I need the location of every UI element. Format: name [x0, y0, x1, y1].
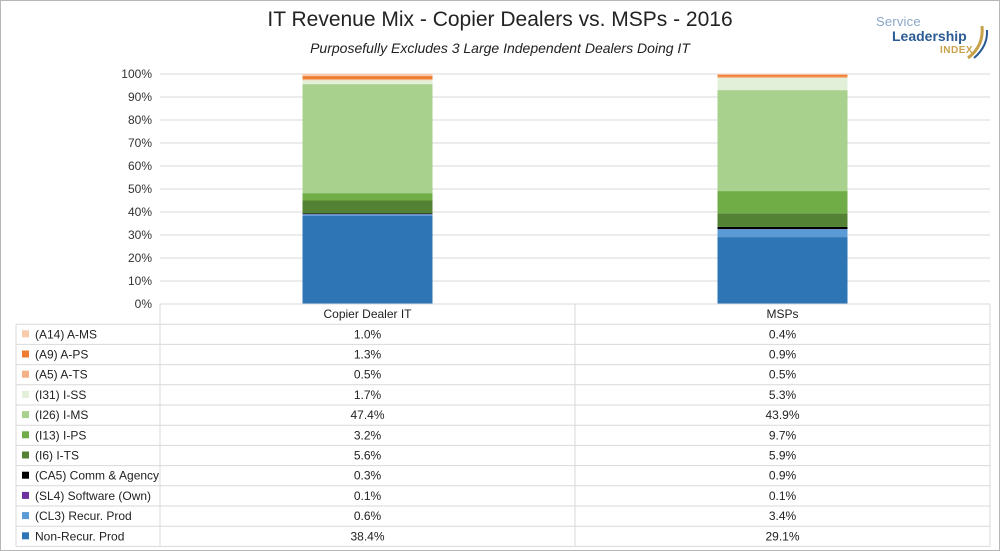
- legend-key: [22, 431, 29, 439]
- bar-segment: [717, 73, 848, 75]
- bar-segment: [302, 215, 433, 304]
- logo-line-1: Service: [876, 14, 921, 29]
- legend-key: [22, 330, 29, 338]
- bar-segment: [717, 90, 848, 192]
- data-label: 29.1%: [765, 529, 799, 543]
- bar-segment: [302, 214, 433, 216]
- bar-segment: [717, 213, 848, 227]
- series-name: Non-Recur. Prod: [35, 529, 124, 543]
- data-label: 3.4%: [769, 509, 797, 523]
- series-name: (SL4) Software (Own): [35, 489, 151, 503]
- legend-key: [22, 370, 29, 378]
- bar-segment: [302, 200, 433, 214]
- bar-segment: [302, 80, 433, 85]
- logo-line-3: INDEX: [940, 45, 974, 56]
- data-label: 0.6%: [354, 509, 382, 523]
- data-label: 0.3%: [354, 469, 382, 483]
- bar-segment: [302, 79, 433, 81]
- bar-segment: [717, 74, 848, 77]
- bar-segment: [302, 213, 433, 215]
- legend-key: [22, 512, 29, 520]
- series-name: (I13) I-PS: [35, 428, 86, 442]
- data-label: 43.9%: [765, 408, 799, 422]
- data-label: 1.0%: [354, 327, 382, 341]
- y-tick-label: 30%: [128, 228, 152, 242]
- y-tick-label: 90%: [128, 90, 152, 104]
- data-label: 1.7%: [354, 388, 382, 402]
- y-tick-label: 0%: [135, 297, 153, 311]
- category-label: Copier Dealer IT: [323, 307, 412, 321]
- series-name: (A14) A-MS: [35, 327, 97, 341]
- series-name: (CL3) Recur. Prod: [35, 509, 132, 523]
- data-label: 0.1%: [354, 489, 382, 503]
- data-label: 0.4%: [769, 327, 797, 341]
- y-tick-label: 20%: [128, 251, 152, 265]
- bar-segment: [302, 73, 433, 77]
- legend-key: [22, 390, 29, 398]
- bar-segment: [717, 191, 848, 214]
- y-tick-label: 80%: [128, 113, 152, 127]
- bar-segment: [717, 229, 848, 238]
- bar-segment: [717, 237, 848, 304]
- data-label: 38.4%: [350, 529, 384, 543]
- bar-segment: [302, 76, 433, 80]
- series-name: (I31) I-SS: [35, 388, 86, 402]
- legend-key: [22, 350, 29, 358]
- data-label: 0.9%: [769, 469, 797, 483]
- chart-subtitle: Purposefully Excludes 3 Large Independen…: [310, 40, 690, 56]
- bar-segment: [717, 77, 848, 91]
- series-name: (CA5) Comm & Agency: [35, 469, 159, 483]
- series-name: (I26) I-MS: [35, 408, 88, 422]
- data-label: 1.3%: [354, 348, 382, 362]
- data-label: 5.3%: [769, 388, 797, 402]
- series-name: (I6) I-TS: [35, 449, 79, 463]
- data-label: 5.6%: [354, 449, 382, 463]
- y-tick-label: 50%: [128, 182, 152, 196]
- legend-key: [22, 451, 29, 459]
- legend-key: [22, 491, 29, 499]
- y-tick-label: 10%: [128, 274, 152, 288]
- data-label: 3.2%: [354, 428, 382, 442]
- y-tick-label: 70%: [128, 136, 152, 150]
- legend-key: [22, 532, 29, 540]
- y-tick-label: 60%: [128, 159, 152, 173]
- y-tick-label: 40%: [128, 205, 152, 219]
- chart-title: IT Revenue Mix - Copier Dealers vs. MSPs…: [267, 8, 733, 31]
- data-label: 47.4%: [350, 408, 384, 422]
- data-label: 0.9%: [769, 348, 797, 362]
- data-label: 5.9%: [769, 449, 797, 463]
- service-leadership-logo: Service Leadership INDEX: [876, 14, 994, 64]
- bar-segment: [717, 76, 848, 78]
- data-label: 0.5%: [354, 368, 382, 382]
- category-label: MSPs: [766, 307, 798, 321]
- legend-key: [22, 471, 29, 479]
- series-name: (A5) A-TS: [35, 368, 88, 382]
- series-name: (A9) A-PS: [35, 348, 88, 362]
- data-label: 0.1%: [769, 489, 797, 503]
- bar-segment: [302, 193, 433, 201]
- logo-swoosh-icon: [967, 25, 989, 60]
- bar-segment: [717, 226, 848, 230]
- logo-line-2: Leadership: [892, 28, 967, 44]
- bar-segment: [302, 84, 433, 194]
- y-tick-label: 100%: [121, 67, 152, 81]
- data-label: 9.7%: [769, 428, 797, 442]
- data-label: 0.5%: [769, 368, 797, 382]
- legend-key: [22, 411, 29, 419]
